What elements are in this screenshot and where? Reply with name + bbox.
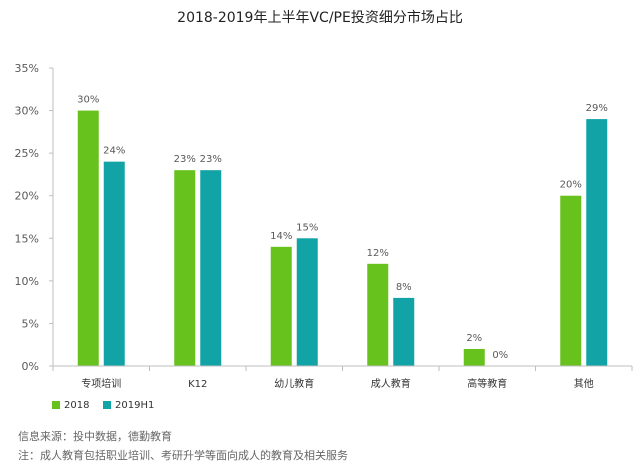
bar <box>463 348 485 366</box>
x-tick-label: 专项培训 <box>81 377 121 390</box>
data-label: 8% <box>396 282 412 293</box>
legend-swatch-2019h1 <box>103 401 111 409</box>
x-tick-label: K12 <box>188 379 207 390</box>
y-tick-label: 25% <box>15 147 39 160</box>
legend-item-2018: 2018 <box>52 398 89 412</box>
bar <box>200 170 222 366</box>
y-axis: 0% 5% 10% 15% 20% 25% 30% 35% <box>15 62 54 373</box>
y-tick-label: 35% <box>15 62 39 75</box>
bar <box>560 195 582 366</box>
x-tick-label: 成人教育 <box>371 377 411 390</box>
data-label: 30% <box>77 95 99 106</box>
y-tick-label: 5% <box>22 317 39 330</box>
data-label: 23% <box>200 154 222 165</box>
legend-label-2018: 2018 <box>64 399 90 411</box>
data-label: 12% <box>367 248 389 259</box>
data-label: 0% <box>492 350 508 361</box>
series-0: 30% 23% 14% 12% 2% 20% <box>77 95 582 366</box>
series-1: 24% 23% 15% 8% 0% 29% <box>103 103 608 366</box>
x-tick-label: 其他 <box>574 377 594 390</box>
data-label: 14% <box>270 231 292 242</box>
data-label: 23% <box>174 154 196 165</box>
bar <box>296 238 318 366</box>
bar <box>367 263 389 366</box>
chart-title: 2018-2019年上半年VC/PE投资细分市场占比 <box>177 10 463 26</box>
data-label: 24% <box>103 146 125 157</box>
y-tick-label: 15% <box>15 232 39 245</box>
y-tick-label: 10% <box>15 275 39 288</box>
x-tick-label: 高等教育 <box>467 377 507 390</box>
x-tick-label: 幼儿教育 <box>274 377 314 390</box>
footnote: 注：成人教育包括职业培训、考研升学等面向成人的教育及相关服务 <box>18 449 348 462</box>
y-tick-label: 20% <box>15 190 39 203</box>
bar <box>103 161 125 366</box>
source-note: 信息来源：投中数据，德勤教育 <box>18 430 172 443</box>
legend-item-2019h1: 2019H1 <box>103 398 154 412</box>
y-tick-label: 0% <box>22 360 39 373</box>
x-axis: 专项培训 K12 幼儿教育 成人教育 高等教育 其他 <box>52 365 633 390</box>
data-label: 2% <box>466 333 482 344</box>
legend-label-2019h1: 2019H1 <box>115 399 155 411</box>
bar <box>174 170 196 366</box>
data-label: 29% <box>586 103 608 114</box>
data-label: 20% <box>560 180 582 191</box>
bar <box>77 110 99 366</box>
legend-swatch-2018 <box>52 401 60 409</box>
bar <box>586 119 608 366</box>
bar <box>393 297 415 366</box>
data-label: 15% <box>296 222 318 233</box>
y-tick-label: 30% <box>15 105 39 118</box>
bar <box>270 246 292 366</box>
